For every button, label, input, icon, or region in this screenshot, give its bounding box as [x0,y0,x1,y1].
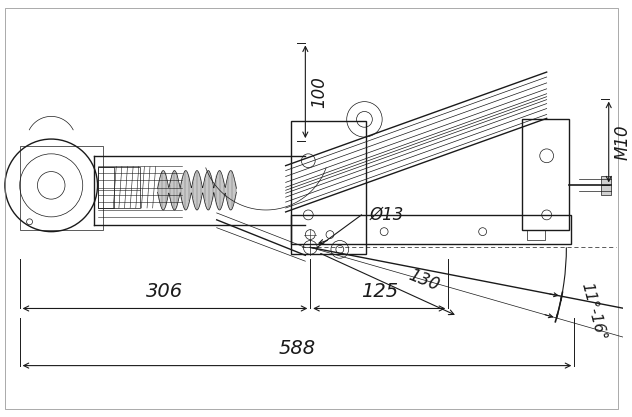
Text: 306: 306 [147,281,183,301]
Bar [291,215,571,244]
Text: 130: 130 [406,266,442,294]
Text: 11°-16°: 11°-16° [578,281,609,343]
Bar [522,119,569,230]
Bar [601,176,611,195]
Bar [20,146,104,230]
Text: 588: 588 [279,339,315,358]
Bar [291,121,367,254]
Bar [99,167,140,208]
Bar [527,230,545,239]
Text: M10: M10 [614,124,631,160]
Text: Ø13: Ø13 [369,206,404,224]
Text: 125: 125 [361,281,398,301]
Bar [99,167,114,208]
Text: 100: 100 [310,76,328,108]
